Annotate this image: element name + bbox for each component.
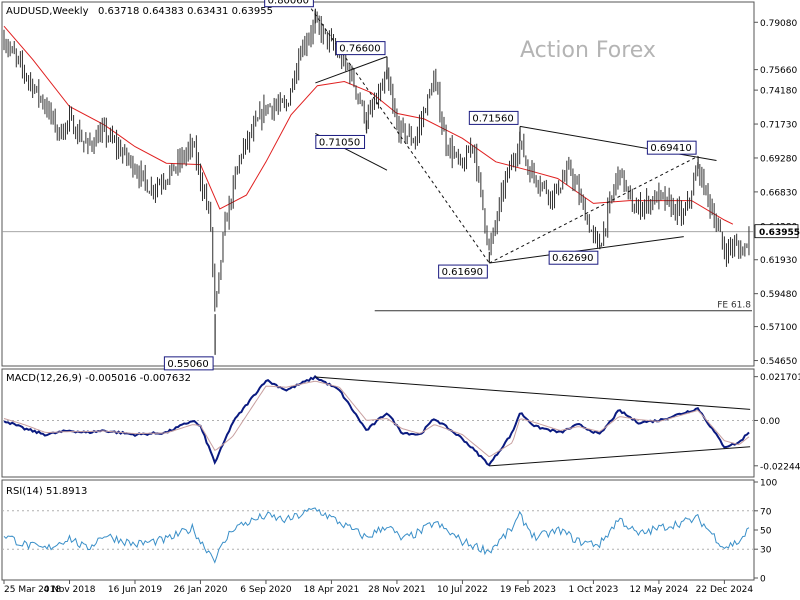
price-trendline bbox=[519, 125, 717, 161]
rsi-tick-label: 70 bbox=[760, 507, 772, 517]
key-level-box bbox=[468, 110, 519, 125]
candles-layer bbox=[3, 8, 750, 355]
x-tick-label: 16 Jun 2019 bbox=[108, 585, 162, 595]
x-tick-label: 1 Oct 2023 bbox=[568, 585, 618, 595]
macd-tick-label: -0.022445 bbox=[760, 462, 800, 472]
key-level-labels: 0.80060 0.55060 0.76600 0.71050 0.71560 0.616… bbox=[163, 0, 697, 371]
rsi-tick-label: 50 bbox=[760, 527, 772, 537]
x-tick-label: 26 Jan 2020 bbox=[173, 585, 227, 595]
rsi-tick-label: 30 bbox=[760, 546, 772, 556]
key-level-label: 0.76600 bbox=[339, 44, 380, 55]
macd-panel-frame bbox=[1, 368, 755, 478]
fe-618-label: FE 61.8 bbox=[717, 301, 751, 311]
rsi-tick-label: 100 bbox=[760, 479, 777, 489]
current-price-label: 0.63955 bbox=[759, 228, 800, 238]
x-tick-label: 22 Dec 2024 bbox=[696, 585, 754, 595]
x-tick-label: 25 Mar 2018 bbox=[4, 585, 61, 595]
price-tick-label: 0.66830 bbox=[760, 188, 797, 198]
x-tick-label: 6 Sep 2020 bbox=[240, 585, 292, 595]
key-level-box bbox=[548, 250, 599, 265]
price-tick-label: 0.75660 bbox=[760, 66, 797, 76]
chart-symbol: AUDUSD,Weekly bbox=[6, 6, 89, 17]
x-tick-label: 12 May 2024 bbox=[630, 585, 689, 595]
current-price-box bbox=[754, 224, 799, 239]
macd-line bbox=[3, 375, 750, 467]
price-trendline bbox=[489, 236, 684, 264]
macd-trendline bbox=[489, 446, 751, 467]
price-tick-label: 0.69280 bbox=[760, 154, 797, 164]
key-level-label: 0.69410 bbox=[650, 143, 691, 154]
price-tick-label: 0.54650 bbox=[760, 357, 797, 367]
key-level-label: 0.55060 bbox=[167, 359, 208, 370]
x-tick-label: 10 Jul 2022 bbox=[437, 585, 488, 595]
x-tick-label: 19 Feb 2023 bbox=[500, 585, 556, 595]
rsi-layer bbox=[2, 507, 754, 564]
macd-tick-label: 0.021701 bbox=[760, 373, 800, 383]
rsi-tick-label: 0 bbox=[760, 575, 766, 585]
price-tick-label: 0.71730 bbox=[760, 121, 797, 131]
macd-signal-line bbox=[3, 380, 750, 458]
macd-tick-label: 0.00 bbox=[760, 417, 780, 427]
price-panel-frame bbox=[1, 1, 755, 367]
price-trendline bbox=[315, 56, 388, 84]
macd-layer bbox=[2, 375, 754, 467]
price-tick-label: 0.61930 bbox=[760, 256, 797, 266]
rsi-title: RSI(14) 51.8913 bbox=[6, 486, 87, 497]
key-level-label: 0.80060 bbox=[268, 0, 309, 7]
price-tick-label: 0.79080 bbox=[760, 19, 797, 29]
macd-trendline bbox=[315, 376, 751, 410]
key-level-label: 0.71560 bbox=[472, 113, 513, 124]
x-tick-label: 18 Apr 2021 bbox=[304, 585, 360, 595]
chart-ohlc: 0.63718 0.64383 0.63431 0.63955 bbox=[98, 6, 273, 17]
watermark: Action Forex bbox=[520, 38, 656, 63]
x-tick-label: 28 Nov 2021 bbox=[368, 585, 426, 595]
key-level-label: 0.62690 bbox=[552, 253, 593, 264]
key-level-box bbox=[646, 140, 697, 155]
price-trendline bbox=[310, 8, 490, 264]
axis-labels: 0.79080 0.75660 0.74180 0.71730 0.69280 0.668… bbox=[3, 19, 800, 595]
key-level-box bbox=[335, 41, 386, 56]
key-level-box bbox=[438, 264, 488, 279]
macd-title: MACD(12,26,9) -0.005016 -0.007632 bbox=[6, 373, 191, 384]
key-level-box bbox=[315, 134, 366, 149]
price-tick-label: 0.59480 bbox=[760, 290, 797, 300]
key-level-label: 0.61690 bbox=[442, 267, 483, 278]
price-tick-label: 0.74180 bbox=[760, 87, 797, 97]
key-level-box bbox=[264, 0, 314, 8]
price-tick-label: 0.57100 bbox=[760, 323, 797, 333]
moving-average-line bbox=[3, 25, 734, 225]
rsi-line bbox=[3, 507, 750, 564]
moving-average-layer bbox=[3, 25, 734, 225]
key-level-box bbox=[163, 356, 214, 371]
key-level-label: 0.71050 bbox=[319, 137, 360, 148]
x-tick-label: 4 Nov 2018 bbox=[44, 585, 96, 595]
